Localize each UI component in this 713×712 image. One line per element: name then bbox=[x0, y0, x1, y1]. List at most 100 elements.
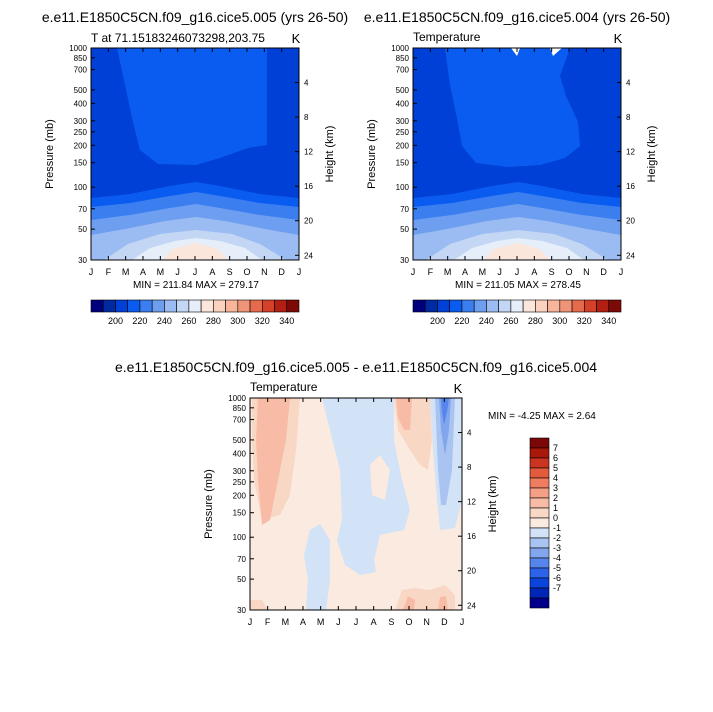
colorbar-swatch bbox=[164, 299, 177, 313]
colorbar-label: 5 bbox=[553, 463, 558, 473]
y2-tick-label: 16 bbox=[626, 182, 635, 191]
y-tick-label: 200 bbox=[74, 141, 88, 150]
colorbar-swatch bbox=[237, 299, 251, 313]
x-tick-label: J bbox=[175, 267, 180, 277]
y-tick-label: 30 bbox=[237, 606, 246, 615]
colorbar-swatch bbox=[529, 477, 550, 489]
y2-tick-label: 24 bbox=[626, 251, 635, 260]
colorbar-label: 6 bbox=[553, 453, 558, 463]
colorbar-swatch bbox=[102, 299, 116, 313]
y-tick-label: 700 bbox=[396, 66, 410, 75]
colorbar-label: 260 bbox=[503, 316, 518, 326]
colorbar-label: 2 bbox=[553, 493, 558, 503]
colorbar-label: 7 bbox=[553, 443, 558, 453]
colorbar-label: 0 bbox=[553, 513, 558, 523]
colorbar-swatch bbox=[529, 487, 550, 499]
y-tick-label: 850 bbox=[74, 54, 88, 63]
y2-tick-label: 8 bbox=[304, 113, 309, 122]
y-tick-label: 850 bbox=[233, 404, 247, 413]
colorbar-label: 1 bbox=[553, 503, 558, 513]
y-tick-label: 250 bbox=[233, 478, 247, 487]
colorbar-swatch bbox=[522, 299, 536, 313]
contour-plot bbox=[90, 47, 300, 261]
x-tick-label: A bbox=[371, 617, 377, 627]
colorbar-label: 320 bbox=[577, 316, 592, 326]
x-tick-label: J bbox=[193, 267, 198, 277]
x-tick-label: J bbox=[336, 617, 341, 627]
contour-band bbox=[322, 398, 410, 575]
x-tick-label: D bbox=[278, 267, 285, 277]
x-tick-label: O bbox=[243, 267, 250, 277]
colorbar-label: 260 bbox=[181, 316, 196, 326]
y-tick-label: 70 bbox=[400, 205, 409, 214]
colorbar-swatch bbox=[139, 299, 153, 313]
y-axis-title: Pressure (mb) bbox=[366, 119, 378, 189]
y-tick-label: 150 bbox=[233, 509, 247, 518]
colorbar-label: 340 bbox=[601, 316, 616, 326]
colorbar-swatch bbox=[583, 299, 597, 313]
x-tick-label: J bbox=[515, 267, 520, 277]
contour-band bbox=[413, 48, 621, 198]
contour-plot bbox=[249, 397, 463, 611]
colorbar-label: -3 bbox=[553, 543, 561, 553]
y-tick-label: 500 bbox=[74, 86, 88, 95]
y-tick-label: 30 bbox=[78, 256, 87, 265]
colorbar-swatch bbox=[412, 299, 426, 313]
min-max-label: MIN = -4.25 MAX = 2.64 bbox=[488, 411, 596, 422]
x-tick-label: J bbox=[619, 267, 624, 277]
x-tick-label: J bbox=[248, 617, 253, 627]
colorbar-swatch bbox=[424, 299, 438, 313]
contour-band bbox=[550, 48, 562, 56]
x-tick-label: M bbox=[282, 617, 290, 627]
y-tick-label: 250 bbox=[396, 128, 410, 137]
x-tick-label: J bbox=[411, 267, 416, 277]
colorbar-swatch bbox=[90, 299, 104, 313]
colorbar-swatch bbox=[529, 587, 550, 599]
contour-band bbox=[304, 524, 330, 610]
colorbar-swatch bbox=[529, 457, 550, 469]
y-tick-label: 1000 bbox=[391, 44, 409, 53]
colorbar-swatch bbox=[249, 299, 263, 313]
colorbar-swatch bbox=[596, 299, 610, 313]
colorbar-swatch bbox=[176, 299, 190, 313]
y2-tick-label: 24 bbox=[467, 601, 476, 610]
y-tick-label: 700 bbox=[233, 416, 247, 425]
x-tick-label: J bbox=[297, 267, 302, 277]
y-tick-label: 70 bbox=[237, 555, 246, 564]
x-tick-label: M bbox=[317, 617, 325, 627]
colorbar-label: 220 bbox=[132, 316, 147, 326]
y-tick-label: 30 bbox=[400, 256, 409, 265]
x-tick-label: F bbox=[106, 267, 112, 277]
y2-tick-label: 20 bbox=[467, 567, 476, 576]
colorbar-swatch bbox=[286, 299, 300, 313]
units-label: K bbox=[454, 381, 463, 396]
panel-title: e.e11.E1850C5CN.f09_g16.cice5.005 (yrs 2… bbox=[42, 9, 348, 25]
colorbar-label: -2 bbox=[553, 533, 561, 543]
panel-difference: e.e11.E1850C5CN.f09_g16.cice5.005 - e.e1… bbox=[115, 359, 597, 627]
panel-left-label: Temperature bbox=[250, 380, 318, 394]
y2-axis-title: Height (km) bbox=[646, 126, 658, 183]
colorbar-label: 200 bbox=[430, 316, 445, 326]
colorbar-swatch bbox=[213, 299, 226, 313]
colorbar-swatch bbox=[225, 299, 239, 313]
y2-tick-label: 20 bbox=[304, 217, 313, 226]
y-tick-label: 50 bbox=[78, 225, 87, 234]
colorbar-swatch bbox=[529, 527, 550, 539]
x-tick-label: J bbox=[460, 617, 465, 627]
colorbar-swatch bbox=[535, 299, 548, 313]
x-tick-label: S bbox=[388, 617, 394, 627]
contour-band bbox=[439, 398, 451, 455]
colorbar-label: 3 bbox=[553, 483, 558, 493]
colorbar-swatch bbox=[529, 537, 550, 549]
y-axis-title: Pressure (mb) bbox=[203, 469, 215, 539]
y-tick-label: 100 bbox=[74, 183, 88, 192]
contour-band bbox=[162, 243, 228, 260]
contour-band bbox=[396, 398, 412, 430]
colorbar-swatch bbox=[529, 567, 550, 579]
colorbar-label: -1 bbox=[553, 523, 561, 533]
colorbar-label: 240 bbox=[479, 316, 494, 326]
y2-tick-label: 12 bbox=[467, 498, 476, 507]
colorbar-swatch bbox=[529, 437, 550, 449]
panel-top-right: e.e11.E1850C5CN.f09_g16.cice5.004 (yrs 2… bbox=[364, 9, 670, 326]
